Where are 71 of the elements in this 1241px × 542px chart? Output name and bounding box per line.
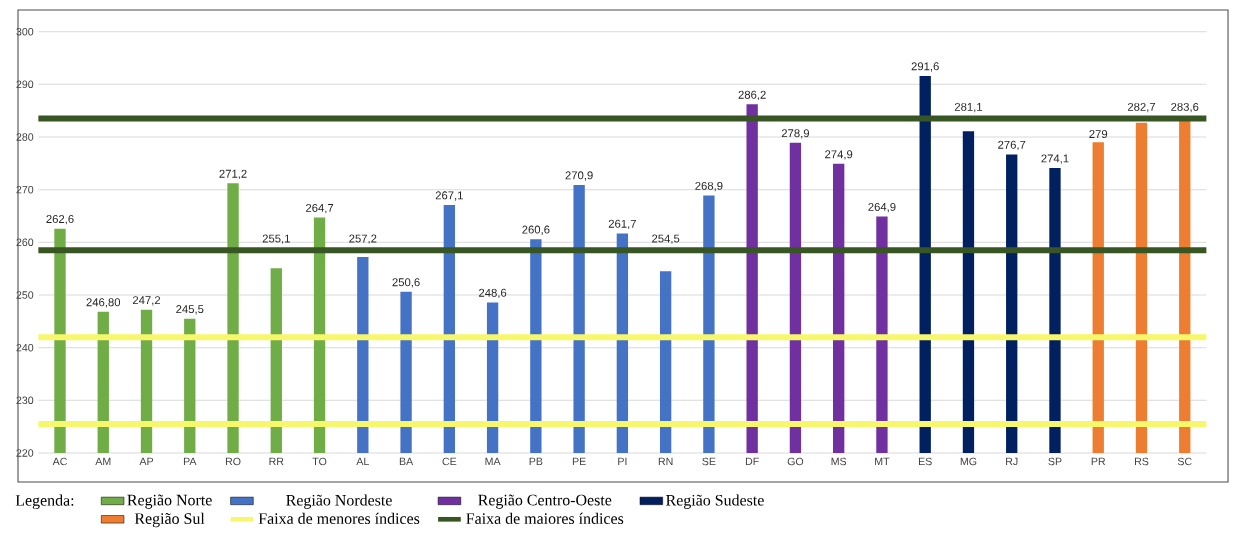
y-tick-label: 240 [16, 343, 34, 352]
x-tick-label: TO [312, 457, 327, 466]
x-tick-label: MA [485, 457, 501, 465]
x-tick-label: PE [572, 457, 586, 465]
x-tick-label: GO [787, 457, 804, 466]
data-label: 262,6 [46, 215, 74, 225]
data-label: 264,7 [305, 204, 334, 214]
legend-label: Região Norte [127, 494, 212, 509]
data-label: 248,6 [479, 288, 507, 299]
x-tick-label: RO [225, 457, 241, 466]
data-label: 276,7 [998, 140, 1026, 151]
y-tick-label: 250 [16, 291, 34, 299]
x-tick-label: PR [1091, 457, 1106, 465]
data-label: 291,6 [911, 62, 939, 72]
data-label: 279 [1089, 130, 1108, 138]
data-label: 261,7 [608, 219, 636, 230]
x-tick-label: RS [1134, 457, 1149, 466]
data-label: 254,5 [652, 234, 680, 244]
y-tick-label: 270 [16, 185, 34, 194]
data-label: 282,7 [1127, 102, 1156, 113]
data-label: 264,9 [868, 202, 896, 213]
legend-label: Região Sudeste [666, 494, 764, 509]
data-label: 250,6 [392, 278, 420, 288]
data-label: 267,1 [435, 191, 463, 201]
x-tick-label: PI [618, 457, 627, 465]
data-label: 257,2 [349, 234, 377, 244]
data-label: 283,6 [1171, 102, 1199, 113]
x-tick-label: SE [702, 457, 716, 466]
x-tick-label: PA [183, 457, 197, 465]
data-label: 255,1 [262, 234, 290, 244]
legend-label: Faixa de maiores índices [466, 512, 624, 524]
y-tick-label: 280 [16, 133, 34, 141]
legend-label: Faixa de menores índices [258, 512, 420, 524]
legend-title: Legenda: [15, 494, 74, 510]
x-tick-label: MT [875, 457, 890, 465]
x-tick-label: ES [918, 457, 932, 466]
x-tick-label: SC [1177, 457, 1192, 466]
x-tick-label: PB [529, 457, 543, 465]
data-label: 270,9 [565, 171, 593, 181]
legend-label: Região Sul [134, 512, 205, 528]
x-tick-label: AP [139, 457, 154, 465]
data-label: 271,2 [219, 169, 247, 180]
x-tick-label: MG [960, 457, 977, 466]
data-label: 278,9 [781, 129, 810, 139]
x-tick-label: AC [52, 457, 67, 466]
x-tick-label: SP [1048, 457, 1062, 466]
data-label: 281,1 [954, 102, 983, 113]
data-label: 268,9 [695, 181, 723, 192]
x-tick-label: AM [95, 457, 111, 465]
x-tick-label: BA [399, 457, 414, 465]
data-label: 245,5 [176, 305, 204, 315]
y-tick-label: 230 [16, 396, 34, 405]
data-label: 247,2 [132, 296, 161, 306]
y-tick-label: 290 [16, 80, 34, 89]
y-tick-label: 220 [16, 449, 34, 457]
legend-label: Região Nordeste [286, 494, 392, 509]
x-tick-label: RR [269, 457, 284, 465]
x-tick-label: RJ [1006, 457, 1018, 466]
legend-label: Região Centro-Oeste [478, 494, 612, 509]
x-tick-label: AL [356, 457, 369, 465]
data-label: 260,6 [522, 225, 550, 235]
y-tick-label: 260 [16, 238, 34, 247]
data-label: 286,2 [738, 90, 766, 101]
x-tick-label: DF [745, 457, 759, 465]
data-label: 274,9 [825, 150, 853, 160]
x-tick-label: CE [442, 457, 457, 466]
y-tick-label: 300 [16, 27, 34, 36]
data-label: 274,1 [1041, 154, 1069, 164]
x-tick-label: MS [831, 457, 847, 466]
data-label: 246,80 [86, 298, 121, 308]
x-tick-label: RN [658, 457, 673, 465]
